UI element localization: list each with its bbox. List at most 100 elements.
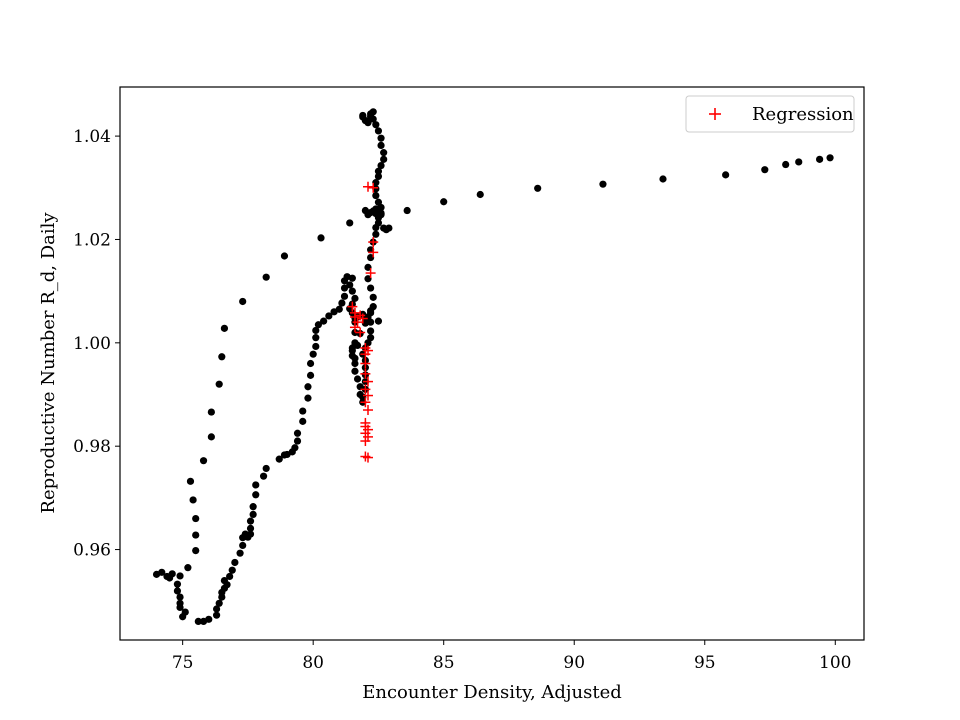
observed-point: [372, 185, 380, 193]
y-tick-label: 1.00: [73, 334, 111, 354]
regression-point: [363, 405, 373, 416]
observed-point: [218, 353, 226, 361]
observed-point: [372, 179, 380, 187]
observed-point: [816, 155, 824, 163]
regression-point: [363, 390, 373, 401]
observed-point: [367, 334, 375, 342]
observed-point: [348, 287, 356, 295]
observed-point: [353, 375, 362, 383]
observed-point: [346, 281, 354, 289]
observed-point: [212, 611, 221, 619]
observed-point: [476, 190, 484, 199]
observed-point: [158, 568, 166, 576]
observed-point: [826, 154, 834, 162]
regression-point: [349, 311, 360, 322]
observed-point: [249, 510, 257, 519]
observed-point: [192, 531, 200, 539]
x-tick-label: 90: [563, 653, 585, 673]
observed-point: [377, 141, 385, 150]
regression-point: [363, 452, 373, 463]
observed-point: [440, 198, 448, 206]
x-axis-label: Encounter Density, Adjusted: [362, 682, 622, 703]
regression-point: [349, 322, 360, 333]
regression-point: [347, 301, 358, 312]
observed-point: [372, 230, 380, 238]
x-tick-label: 80: [302, 653, 324, 673]
observed-point: [367, 284, 375, 292]
observed-point: [338, 299, 346, 307]
observed-point: [351, 367, 359, 375]
y-tick-label: 1.02: [73, 230, 111, 250]
y-axis: 0.96 0.98 1.00 1.02 1.04: [73, 127, 120, 561]
observed-point: [176, 593, 184, 601]
observed-point: [189, 496, 197, 504]
observed-point: [291, 444, 299, 452]
observed-point: [207, 433, 215, 441]
y-tick-label: 0.96: [73, 541, 111, 561]
observed-point: [236, 549, 244, 557]
observed-point: [377, 134, 385, 142]
observed-point: [309, 350, 317, 358]
observed-point: [228, 566, 236, 574]
observed-point: [599, 180, 607, 188]
plot-area: [152, 108, 834, 625]
observed-point: [306, 359, 315, 368]
observed-point: [659, 175, 667, 183]
observed-point: [364, 263, 372, 271]
observed-point: [246, 517, 255, 525]
regression-point: [357, 313, 368, 324]
observed-point: [403, 206, 411, 215]
observed-point: [220, 324, 229, 332]
regression-point: [352, 317, 363, 328]
regression-point: [363, 376, 373, 387]
regression-point: [360, 358, 371, 369]
observed-point: [231, 558, 239, 567]
observed-point: [280, 252, 289, 260]
observed-point: [176, 572, 184, 580]
observed-point: [246, 530, 255, 538]
observed-point: [252, 491, 260, 499]
observed-point: [374, 167, 383, 175]
y-tick-label: 0.98: [73, 437, 111, 457]
x-tick-label: 95: [694, 653, 716, 673]
observed-point: [385, 224, 393, 232]
observed-point: [312, 326, 320, 335]
observed-point: [351, 359, 359, 368]
regression-point: [360, 397, 371, 408]
observed-point: [205, 615, 213, 623]
observed-point: [179, 613, 187, 621]
observed-point: [306, 371, 315, 379]
observed-point: [166, 574, 174, 582]
observed-point: [367, 307, 375, 315]
observed-point: [194, 617, 202, 625]
observed-point: [364, 275, 372, 283]
observed-point: [367, 246, 375, 254]
regression-point: [368, 247, 379, 258]
observed-point: [380, 155, 388, 163]
observed-point: [299, 407, 307, 415]
observed-point: [186, 477, 195, 485]
observed-point: [215, 380, 223, 388]
observed-point: [353, 341, 362, 350]
observed-point: [249, 503, 257, 511]
observed-point: [361, 319, 369, 327]
legend-box: [685, 95, 855, 133]
observed-point: [262, 464, 270, 473]
observed-point: [262, 273, 270, 281]
observed-point: [312, 334, 320, 342]
observed-point: [722, 171, 730, 179]
regression-point: [368, 237, 379, 248]
observed-point: [367, 327, 375, 335]
regression-point: [365, 268, 376, 279]
observed-point: [212, 605, 221, 613]
regression-point: [363, 181, 373, 192]
observed-point: [380, 149, 388, 157]
regression-point: [360, 436, 371, 447]
observed-point: [534, 184, 542, 192]
x-tick-label: 85: [433, 653, 455, 673]
observed-point: [374, 317, 383, 325]
observed-point: [173, 587, 182, 595]
observed-point: [275, 455, 283, 463]
observed-point: [782, 160, 790, 169]
